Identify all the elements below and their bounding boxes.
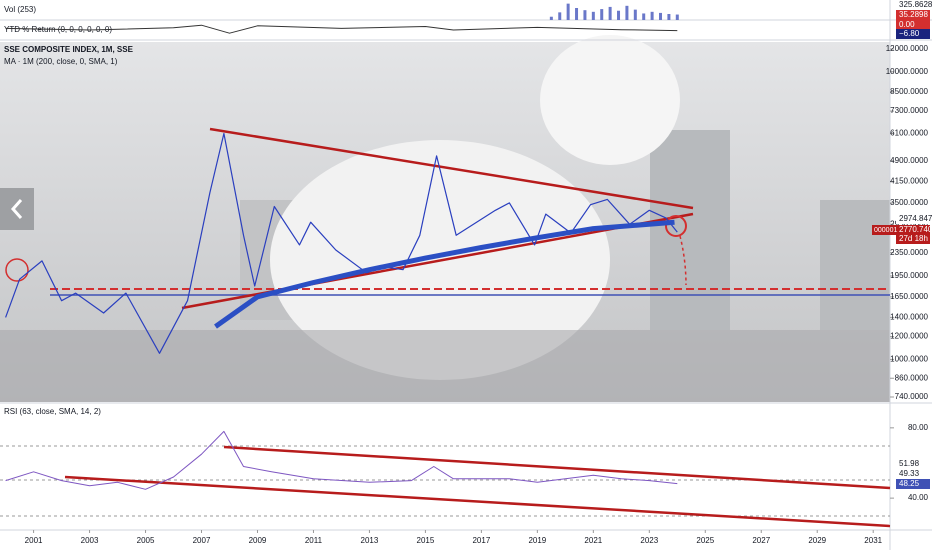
bar [659, 12, 663, 20]
y-tick-label: 8500.0000 [890, 87, 928, 96]
projection-arrow [679, 235, 687, 286]
bar [650, 11, 654, 20]
bar [583, 10, 587, 20]
x-tick-label: 2019 [528, 536, 546, 545]
bear-head [540, 35, 680, 165]
series-line [5, 24, 678, 34]
x-tick-label: 2021 [584, 536, 602, 545]
price-badge [896, 225, 930, 235]
y-tick-label: 2350.0000 [890, 248, 928, 257]
x-tick-label: 2023 [640, 536, 658, 545]
series-line [214, 219, 675, 329]
y-tick-label: 1000.0000 [890, 355, 928, 364]
symbol-label: 000001 [874, 227, 897, 234]
bar [675, 14, 679, 20]
series-line [5, 430, 678, 490]
trend-line [209, 127, 694, 210]
y-tick-label: 7300.0000 [890, 106, 928, 115]
price-label: 49.33 [899, 469, 920, 478]
price-label: −6.80 [899, 29, 920, 38]
y-tick-label: 4900.0000 [890, 156, 928, 165]
x-tick-label: 2003 [81, 536, 99, 545]
bar [591, 11, 595, 20]
price-badge [896, 10, 930, 20]
bar [575, 8, 579, 20]
bar [633, 9, 637, 20]
rsi-trend-line [223, 445, 891, 490]
x-tick-label: 2015 [417, 536, 435, 545]
price-label: 0.00 [899, 20, 915, 29]
bar [608, 6, 612, 20]
x-tick-label: 2017 [472, 536, 490, 545]
building [650, 130, 730, 330]
y-tick-label: 10000.0000 [886, 67, 929, 76]
y-tick-label: 1650.0000 [890, 292, 928, 301]
series-line [5, 132, 678, 354]
y-tick-label: 80.00 [908, 423, 929, 432]
price-label: 35.2898 [899, 10, 928, 19]
y-tick-label: 12000.0000 [886, 44, 929, 53]
pane-title: Vol (253) [4, 5, 36, 14]
x-tick-label: 2011 [305, 536, 323, 545]
y-tick-label: 4150.0000 [890, 177, 928, 186]
x-tick-label: 2009 [249, 536, 267, 545]
x-tick-label: 2031 [864, 536, 882, 545]
price-badge [896, 234, 930, 244]
bar [549, 16, 553, 20]
y-tick-label: 1200.0000 [890, 332, 928, 341]
bar [566, 3, 570, 20]
price-badge [896, 20, 930, 30]
bar [667, 14, 671, 20]
y-tick-label: 1400.0000 [890, 312, 928, 321]
symbol-badge [872, 225, 896, 235]
highlight-circle [5, 258, 29, 282]
price-label: 48.25 [899, 479, 920, 488]
chart-subtitle: MA · 1M (200, close, 0, SMA, 1) [4, 57, 118, 66]
x-tick-label: 2007 [193, 536, 211, 545]
price-label: 325.8628 [899, 0, 932, 9]
x-tick-label: 2013 [361, 536, 379, 545]
x-tick-label: 2029 [808, 536, 826, 545]
price-badge [896, 479, 930, 489]
x-tick-label: 2027 [752, 536, 770, 545]
nav-arrow [10, 199, 23, 219]
price-badge [896, 214, 930, 224]
bar [642, 13, 646, 20]
highlight-circle [665, 215, 687, 237]
y-tick-label: 860.0000 [895, 373, 929, 382]
nav-button[interactable] [0, 188, 34, 230]
pane-title: RSI (63, close, SMA, 14, 2) [4, 407, 101, 416]
bar [617, 10, 621, 20]
y-tick-label: 740.0000 [895, 392, 929, 401]
building [820, 200, 890, 330]
price-label: 27d 18h [899, 234, 928, 243]
x-tick-label: 2025 [696, 536, 714, 545]
y-tick-label: 3500.0000 [890, 198, 928, 207]
y-tick-label: 1950.0000 [890, 271, 928, 280]
chart-title: SSE COMPOSITE INDEX, 1M, SSE [4, 45, 134, 54]
bar [600, 9, 604, 20]
x-tick-label: 2001 [25, 536, 43, 545]
price-badge [896, 29, 930, 39]
bar [625, 5, 629, 20]
y-tick-label: 6100.0000 [890, 129, 928, 138]
bar [558, 12, 562, 20]
price-label: 51.98 [899, 459, 920, 468]
ground [0, 330, 890, 402]
y-tick-label: 40.00 [908, 493, 929, 502]
price-label: 2974.8478 [899, 214, 932, 223]
x-tick-label: 2005 [137, 536, 155, 545]
rsi-trend-line [64, 475, 891, 528]
